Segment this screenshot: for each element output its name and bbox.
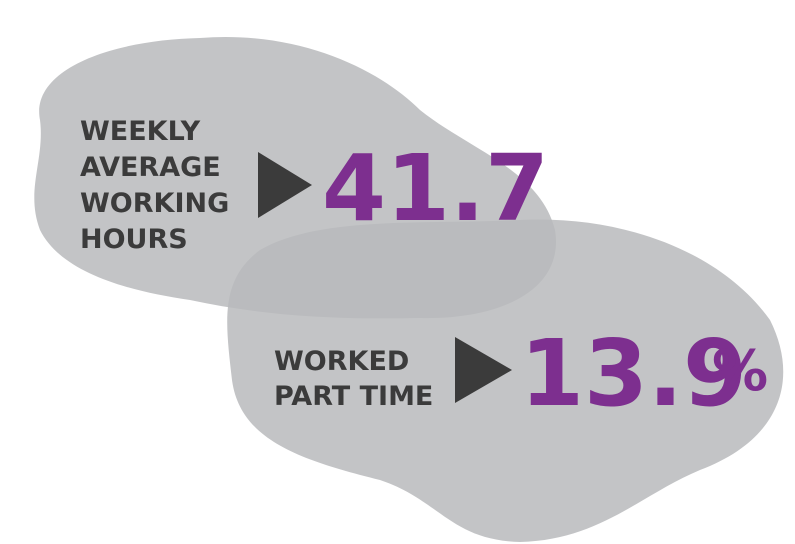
stat-1: WEEKLY AVERAGE WORKING HOURS 41.7: [80, 116, 549, 255]
blob-bottom: [227, 219, 784, 542]
stat-label: WORKING: [80, 188, 229, 219]
stat-unit: %: [712, 339, 768, 404]
stat-label: WORKED: [274, 346, 409, 377]
stat-2: WORKED PART TIME 13.9 %: [274, 320, 768, 427]
stat-label: PART TIME: [274, 381, 433, 412]
arrow: [455, 337, 512, 403]
stat-label: HOURS: [80, 224, 188, 255]
stat-value: 41.7: [322, 135, 549, 242]
arrow: [258, 152, 312, 218]
stat-value: 13.9: [520, 320, 747, 427]
stat-label: WEEKLY: [80, 116, 201, 147]
stat-label: AVERAGE: [80, 152, 221, 183]
